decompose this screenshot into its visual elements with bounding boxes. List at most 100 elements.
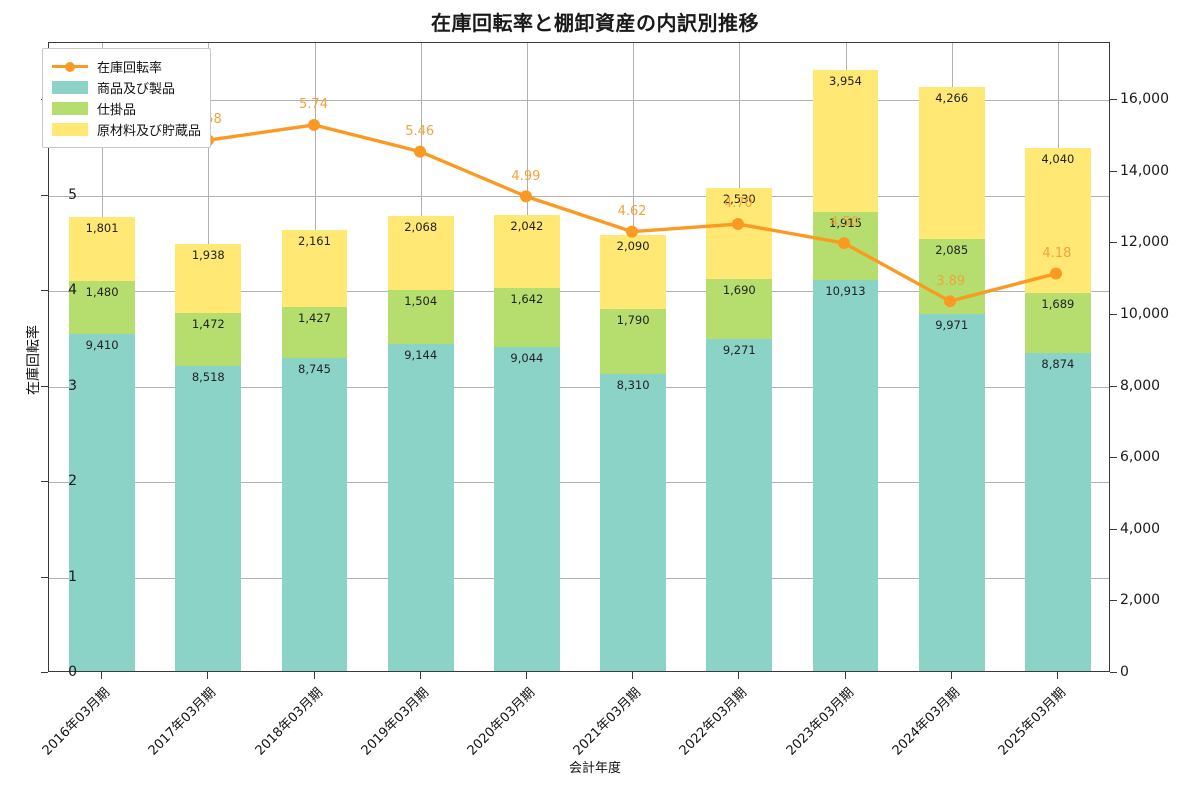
x-axis-tick-mark [525, 672, 527, 679]
bar-segment[interactable]: 1,504 [387, 289, 454, 344]
legend-item-wip[interactable]: 仕掛品 [52, 98, 201, 118]
line-marker[interactable] [414, 145, 426, 158]
left-axis-label: 在庫回転率 [26, 325, 42, 395]
right-axis-tick-mark [1110, 99, 1117, 101]
x-axis-tick-mark [844, 672, 846, 679]
x-axis-tick-label: 2021年03月期 [570, 685, 645, 759]
line-value-label: 4.50 [830, 215, 859, 231]
bar-segment[interactable]: 2,161 [281, 229, 348, 307]
y-axis-tick-label: 0 [68, 664, 77, 680]
grid-line-horizontal [49, 100, 1109, 102]
chart-legend[interactable]: 在庫回転率 商品及び製品 仕掛品 原材料及び貯蔵品 [42, 48, 212, 148]
bar-segment[interactable]: 1,472 [175, 313, 242, 367]
bar-value-label: 1,504 [404, 293, 438, 308]
y-axis-tick-mark [41, 576, 48, 578]
legend-item-product[interactable]: 商品及び製品 [52, 77, 201, 97]
left-axis-label-wrap: 在庫回転率 [0, 300, 42, 420]
color-swatch-icon [52, 80, 88, 94]
right-axis-tick-mark [1110, 672, 1117, 673]
x-axis-tick-mark [207, 672, 209, 679]
x-axis-tick-mark [1056, 672, 1058, 679]
bar-segment[interactable]: 9,410 [69, 334, 136, 671]
bar-segment[interactable]: 8,310 [600, 373, 667, 671]
y-axis-tick-label: 4 [68, 282, 77, 299]
legend-item-turnover[interactable]: 在庫回転率 [52, 56, 201, 76]
bar-segment[interactable]: 2,530 [706, 188, 773, 279]
bar-value-label: 9,044 [510, 351, 544, 366]
bar-value-label: 8,310 [616, 377, 650, 392]
plot-area: 9,410 1,480 1,801 8,518 1,472 1,938 8,745 1,427… [48, 42, 1110, 672]
line-value-label: 3.89 [936, 273, 966, 289]
right-axis-tick-mark [1110, 170, 1117, 172]
y-axis-tick-label: 3 [68, 377, 77, 394]
bar-column[interactable]: 8,874 1,689 4,040 [1024, 41, 1091, 671]
bar-segment[interactable]: 1,790 [600, 309, 667, 374]
bar-value-label: 9,271 [722, 343, 756, 358]
bar-segment[interactable]: 9,044 [493, 347, 560, 671]
line-marker[interactable] [626, 225, 638, 238]
bar-segment[interactable]: 1,427 [281, 306, 348, 358]
bar-value-label: 2,085 [935, 243, 969, 258]
bar-column[interactable]: 9,144 1,504 2,068 [387, 41, 454, 671]
bar-segment[interactable]: 4,266 [918, 86, 985, 240]
bar-value-label: 1,915 [829, 215, 862, 230]
bar-segment[interactable]: 8,745 [281, 357, 348, 671]
bar-segment[interactable]: 1,480 [69, 281, 136, 335]
bar-segment[interactable]: 2,068 [387, 215, 454, 290]
line-marker[interactable] [520, 190, 532, 203]
x-axis-tick-label: 2023年03月期 [783, 685, 857, 759]
bar-column[interactable]: 9,044 1,642 2,042 [493, 41, 560, 671]
bar-value-label: 2,090 [616, 238, 650, 253]
bar-column[interactable]: 10,913 1,915 3,954 [812, 41, 879, 671]
bar-column[interactable]: 8,745 1,427 2,161 [281, 41, 348, 671]
legend-item-material[interactable]: 原材料及び貯蔵品 [52, 119, 201, 139]
right-axis-tick-mark [1110, 242, 1117, 244]
line-marker[interactable] [308, 118, 320, 131]
bar-segment[interactable]: 8,874 [1024, 353, 1091, 671]
bar-segment[interactable]: 10,913 [812, 280, 879, 671]
x-axis-tick-label: 2017年03月期 [146, 685, 220, 759]
right-axis-label-wrap: 棚卸資産（百万円） [1166, 300, 1186, 460]
grid-line-horizontal [49, 195, 1109, 197]
bar-value-label: 8,874 [1041, 357, 1075, 372]
line-marker[interactable] [837, 237, 850, 250]
bar-value-label: 8,518 [191, 370, 225, 385]
bar-segment[interactable]: 9,971 [918, 314, 985, 671]
bar-value-label: 1,642 [510, 292, 544, 307]
x-axis-tick-label: 2022年03月期 [677, 685, 751, 759]
x-axis-tick-label: 2020年03月期 [464, 685, 538, 759]
bar-segment[interactable]: 1,689 [1024, 292, 1091, 354]
line-marker[interactable] [732, 218, 744, 231]
bar-column[interactable]: 9,410 1,480 1,801 [69, 41, 136, 671]
line-marker[interactable] [1049, 267, 1062, 280]
bar-value-label: 10,913 [825, 284, 866, 299]
y-axis-tick-mark [41, 385, 48, 387]
bar-column[interactable]: 8,518 1,472 1,938 [175, 41, 242, 671]
line-marker[interactable] [943, 295, 956, 308]
bar-segment[interactable]: 9,271 [706, 339, 773, 671]
bar-segment[interactable]: 3,954 [812, 70, 879, 212]
color-swatch-icon [52, 101, 88, 115]
bar-column[interactable]: 9,271 1,690 2,530 [706, 41, 773, 671]
right-axis-tick-label: 10,000 [1120, 306, 1169, 323]
right-axis-tick-mark [1110, 457, 1117, 459]
x-axis-tick-mark [419, 672, 421, 679]
y-axis-tick-mark [41, 290, 48, 292]
bar-segment[interactable]: 1,938 [175, 244, 242, 314]
bar-segment[interactable]: 9,144 [387, 343, 454, 671]
bar-value-label: 1,689 [1041, 296, 1075, 311]
bar-segment[interactable]: 1,690 [706, 278, 773, 340]
bar-segment[interactable]: 1,642 [493, 288, 560, 348]
x-axis-label: 会計年度 [568, 761, 621, 776]
x-axis-tick-label: 2016年03月期 [39, 685, 114, 759]
bar-segment[interactable]: 2,090 [600, 234, 667, 310]
bar-column[interactable]: 8,310 1,790 2,090 [600, 41, 667, 671]
bar-segment[interactable]: 8,518 [175, 366, 242, 671]
x-axis-tick-label: 2018年03月期 [252, 685, 326, 759]
legend-label: 仕掛品 [97, 102, 137, 118]
bar-segment[interactable]: 1,801 [69, 216, 136, 282]
bar-segment[interactable]: 2,042 [493, 215, 560, 289]
bar-column[interactable]: 9,971 2,085 4,266 [918, 41, 985, 671]
right-axis-tick-label: 0 [1120, 664, 1129, 680]
